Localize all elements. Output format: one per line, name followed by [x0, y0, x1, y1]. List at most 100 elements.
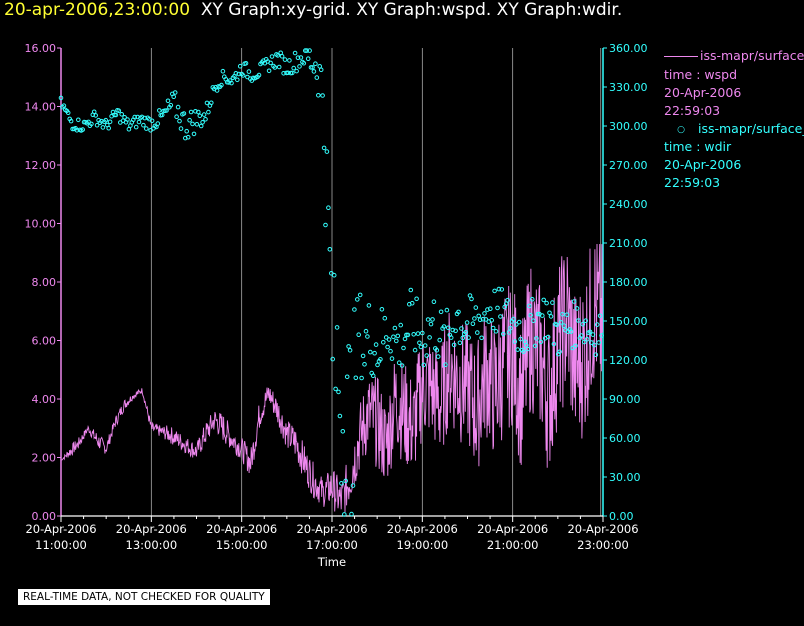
wdir-point — [444, 307, 450, 313]
y-right-tick-label: 90.00 — [609, 393, 641, 406]
wdir-point — [298, 55, 304, 60]
wdir-point — [266, 68, 272, 74]
wdir-point — [122, 115, 127, 120]
wdir-point — [412, 347, 418, 353]
y-left-tick-label: 2.00 — [32, 452, 57, 465]
wdir-point — [74, 128, 80, 133]
wdir-point — [388, 348, 393, 354]
y-right-tick-label: 300.00 — [609, 120, 648, 133]
wdir-point — [366, 303, 372, 308]
wdir-point — [525, 346, 531, 352]
wdir-point — [479, 335, 484, 341]
wdir-point — [579, 333, 584, 338]
wdir-point — [435, 354, 441, 359]
wdir-point — [424, 353, 430, 358]
wdir-point — [515, 347, 521, 352]
wdir-point — [545, 334, 551, 340]
wdir-point — [188, 109, 194, 115]
y-left-tick-label: 8.00 — [32, 276, 57, 289]
wdir-point — [560, 312, 565, 317]
legend-wspd-line1: time : wspd — [664, 67, 738, 82]
wdir-point — [350, 483, 356, 488]
wdir-point — [297, 64, 302, 69]
wdir-point — [472, 316, 477, 321]
wdir-point — [141, 122, 146, 128]
wdir-point — [268, 60, 273, 66]
x-tick-time: 23:00:00 — [577, 538, 629, 552]
wdir-point — [459, 326, 464, 331]
wdir-point — [91, 109, 97, 115]
wdir-point — [324, 149, 330, 154]
wdir-point — [528, 312, 534, 318]
x-tick-time: 13:00:00 — [126, 538, 178, 552]
wdir-point — [196, 109, 201, 115]
wdir-point — [149, 118, 155, 124]
wdir-point — [469, 296, 474, 302]
wdir-point — [589, 340, 594, 345]
legend-wdir-name: ○ iss-mapr/surface_m — [664, 121, 804, 136]
wdir-point — [116, 108, 122, 113]
wdir-point — [594, 322, 600, 327]
wdir-point — [529, 296, 535, 302]
wdir-point — [246, 69, 252, 74]
wdir-point — [165, 98, 171, 104]
y-left-tick-label: 12.00 — [25, 159, 57, 172]
wdir-point — [333, 386, 338, 392]
wdir-point — [334, 325, 340, 330]
wdir-point — [177, 118, 182, 124]
wdir-point — [282, 57, 288, 62]
wdir-point — [344, 374, 350, 380]
wdir-point — [496, 286, 502, 292]
wdir-point — [76, 117, 81, 123]
x-tick-time: 11:00:00 — [35, 538, 87, 552]
wdir-point — [573, 343, 578, 349]
wdir-point — [89, 121, 94, 127]
wdir-point — [203, 117, 208, 122]
wdir-point — [477, 317, 483, 323]
x-tick-time: 19:00:00 — [397, 538, 449, 552]
wdir-point — [100, 125, 106, 130]
wdir-point — [564, 312, 570, 318]
wdir-point — [301, 60, 307, 66]
wdir-point — [172, 90, 178, 95]
x-tick-date: 20-Apr-2006 — [296, 522, 367, 536]
wdir-point — [382, 315, 388, 321]
wdir-point — [365, 334, 370, 339]
wdir-point — [597, 313, 603, 319]
wdir-point — [65, 110, 71, 115]
wdir-point — [408, 287, 414, 293]
wdir-point — [311, 69, 317, 74]
wdir-point — [94, 122, 100, 128]
wdir-point — [558, 320, 564, 325]
wdir-point — [362, 362, 367, 367]
wdir-point — [571, 299, 577, 304]
y-right-tick-label: 0.00 — [609, 510, 634, 523]
wdir-point — [356, 332, 362, 338]
x-tick-date: 20-Apr-2006 — [25, 522, 96, 536]
wdir-point — [181, 111, 187, 116]
wdir-point — [524, 343, 529, 348]
title-timestamp: 20-apr-2006,23:00:00 — [4, 0, 191, 20]
wdir-point — [294, 68, 299, 74]
wdir-point — [201, 112, 207, 117]
wdir-point — [326, 205, 331, 210]
wdir-point — [113, 112, 119, 118]
y-right-tick-label: 60.00 — [609, 432, 641, 445]
wdir-point — [287, 58, 292, 63]
wdir-point — [414, 296, 419, 302]
wdir-point — [476, 313, 482, 319]
legend-wdir-line2: 20-Apr-2006 — [664, 157, 742, 172]
wdir-point — [450, 327, 456, 333]
wdir-point — [275, 53, 281, 58]
y-left-tick-label: 6.00 — [32, 335, 57, 348]
wdir-point — [285, 70, 291, 76]
wdir-point — [541, 297, 547, 303]
wdir-point — [157, 108, 162, 113]
y-left-tick-label: 14.00 — [25, 101, 57, 114]
wdir-point — [321, 145, 327, 151]
chart-title: 20-apr-2006,23:00:00 XY Graph:xy-grid. X… — [4, 0, 622, 20]
wdir-point — [473, 305, 479, 310]
wdir-point — [460, 335, 466, 341]
wdir-point — [418, 344, 424, 350]
wdir-point — [204, 100, 210, 106]
